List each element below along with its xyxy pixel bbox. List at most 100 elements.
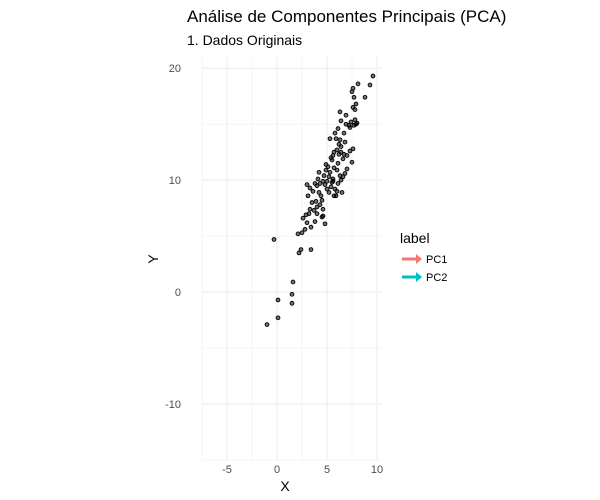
data-point [321, 173, 327, 179]
data-point [305, 193, 311, 199]
data-point [348, 119, 354, 125]
data-point [317, 202, 323, 208]
data-point [370, 73, 376, 79]
x-tick-label: 5 [324, 464, 330, 476]
y-tick-label: -10 [165, 399, 181, 411]
data-point [347, 148, 353, 154]
data-point [317, 181, 323, 186]
data-point [319, 197, 325, 203]
data-point [353, 101, 359, 107]
legend-entry-pc2: PC2 [402, 272, 447, 284]
legend-label-pc2: PC2 [426, 272, 447, 284]
data-point [296, 250, 302, 256]
data-point [298, 247, 304, 252]
data-point [315, 176, 321, 182]
data-point [302, 227, 308, 232]
data-point [354, 120, 360, 126]
data-point [338, 118, 344, 124]
data-point [271, 237, 277, 242]
data-point [350, 146, 356, 152]
data-point [326, 190, 332, 195]
x-axis-title: X [280, 478, 290, 494]
data-point [312, 181, 318, 186]
data-point [342, 139, 348, 145]
data-point [331, 149, 337, 155]
data-point [314, 204, 320, 210]
data-point [303, 212, 309, 218]
data-point [334, 188, 340, 194]
data-point [309, 200, 315, 205]
data-point [349, 159, 355, 165]
legend-label-pc1: PC1 [426, 254, 447, 266]
data-point [319, 214, 325, 220]
legend: label PC1 PC2 [400, 230, 447, 284]
data-point [304, 220, 310, 226]
data-point [295, 231, 301, 237]
data-point [331, 165, 337, 171]
y-axis-title: Y [145, 254, 161, 264]
data-point [307, 206, 313, 212]
data-point [339, 190, 345, 195]
data-point [367, 82, 373, 88]
data-point [333, 136, 339, 142]
data-point [314, 211, 320, 217]
data-point [332, 130, 338, 136]
grid [201, 57, 382, 461]
data-point [275, 297, 281, 303]
data-point [289, 300, 295, 306]
data-point [290, 279, 296, 285]
data-point [343, 112, 349, 118]
data-point [304, 182, 310, 187]
data-point [350, 105, 356, 110]
data-point [337, 137, 343, 143]
y-tick-label: 10 [169, 175, 181, 187]
data-point [275, 315, 281, 321]
data-point [352, 117, 358, 123]
data-point [264, 322, 270, 327]
data-point [300, 215, 306, 221]
data-point [316, 169, 322, 175]
data-point [327, 169, 333, 175]
legend-arrowhead-pc2 [416, 272, 422, 282]
data-point [338, 149, 344, 155]
data-point [310, 188, 316, 194]
data-point [323, 167, 329, 173]
legend-arrowhead-pc1 [416, 254, 422, 264]
x-tick-label: -5 [222, 464, 232, 476]
legend-entry-pc1: PC1 [402, 254, 447, 266]
data-point [355, 81, 361, 87]
data-point [335, 126, 341, 131]
legend-title: label [400, 230, 430, 246]
data-point [308, 247, 314, 252]
data-point [341, 130, 347, 136]
data-point [337, 109, 343, 115]
data-point [324, 178, 330, 184]
data-point [334, 147, 340, 153]
data-point [324, 186, 330, 192]
data-point [308, 224, 314, 230]
data-point [322, 221, 328, 227]
data-point [340, 156, 346, 162]
data-point [330, 178, 336, 184]
data-point [344, 166, 350, 172]
data-point [289, 291, 295, 297]
tick-labels: -5 0 5 10 -10 0 10 20 [165, 63, 383, 476]
x-tick-label: 0 [274, 464, 280, 476]
data-point [323, 162, 329, 167]
y-tick-label: 20 [169, 63, 181, 75]
data-point [351, 94, 357, 100]
data-point [320, 206, 326, 212]
data-point [313, 199, 319, 204]
data-point [327, 136, 333, 142]
data-point [350, 85, 356, 91]
data-point [346, 122, 352, 128]
data-point [362, 94, 368, 100]
data-point [311, 208, 317, 213]
data-point [335, 181, 341, 186]
y-tick-label: 0 [175, 287, 181, 299]
data-point [318, 193, 324, 199]
data-point [316, 190, 322, 195]
data-point [328, 184, 334, 190]
data-point [322, 182, 328, 187]
